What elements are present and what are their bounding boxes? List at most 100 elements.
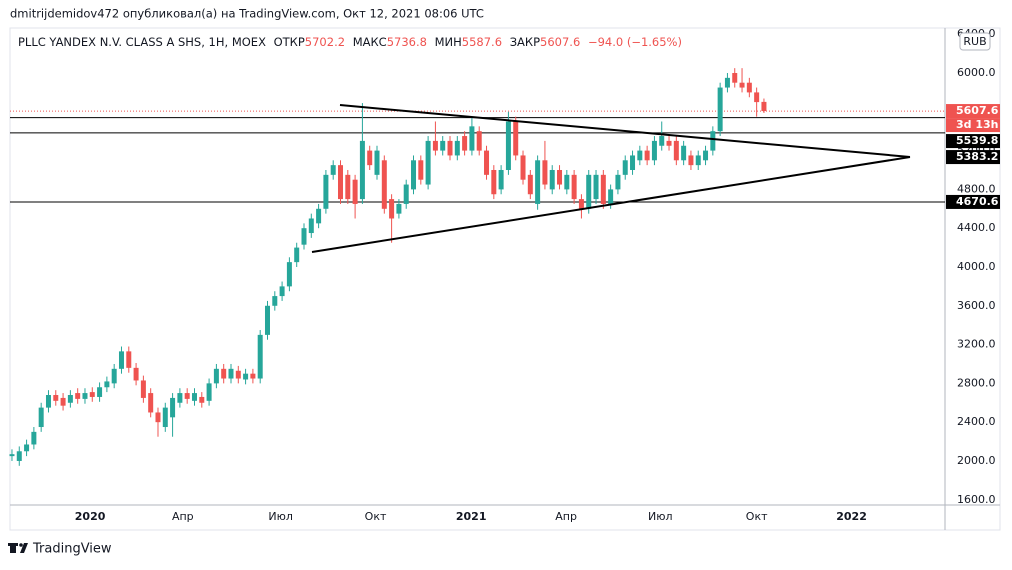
y-tick-label: 2800.0 bbox=[957, 376, 996, 389]
candle-body bbox=[418, 160, 424, 180]
candle-body bbox=[549, 169, 555, 190]
candle-body bbox=[272, 296, 278, 306]
candle-body bbox=[469, 126, 475, 151]
y-tick-label: 3200.0 bbox=[957, 338, 996, 351]
candle-body bbox=[396, 203, 402, 214]
candle-body bbox=[374, 150, 380, 175]
brand-logo bbox=[8, 543, 28, 553]
candle-body bbox=[60, 397, 66, 406]
high-label: МАКС bbox=[353, 35, 387, 49]
x-tick-label: Окт bbox=[746, 510, 768, 523]
close-label: ЗАКР bbox=[510, 35, 540, 49]
candle-body bbox=[476, 131, 482, 151]
candle-body bbox=[301, 228, 307, 245]
y-tick-label: 3600.0 bbox=[957, 299, 996, 312]
currency-box[interactable] bbox=[959, 32, 991, 51]
candle-body bbox=[505, 121, 511, 170]
candle-body bbox=[250, 373, 256, 379]
candle-body bbox=[308, 218, 314, 234]
line-price-tag: 5539.8 bbox=[956, 134, 998, 147]
low-label: МИН bbox=[435, 35, 462, 49]
candle-body bbox=[425, 140, 431, 185]
candle-body bbox=[316, 208, 322, 224]
candle-body bbox=[659, 136, 665, 146]
line-price-tag-bg bbox=[946, 194, 1000, 209]
candle-body bbox=[454, 140, 460, 156]
y-tick-label: 6000.0 bbox=[957, 66, 996, 79]
candle-body bbox=[447, 140, 453, 156]
candle-body bbox=[520, 155, 526, 180]
candle-body bbox=[294, 247, 300, 263]
candle-body bbox=[118, 351, 124, 369]
candle-body bbox=[148, 393, 154, 413]
candle-body bbox=[338, 165, 344, 200]
candle-body bbox=[213, 368, 219, 384]
candle-body bbox=[666, 140, 672, 146]
candle-body bbox=[381, 160, 387, 209]
candle-body bbox=[67, 395, 73, 403]
candle-body bbox=[739, 82, 745, 88]
x-tick-label: 2020 bbox=[75, 510, 106, 523]
candle-body bbox=[243, 373, 249, 380]
x-tick-label: 2022 bbox=[836, 510, 867, 523]
candle-body bbox=[89, 392, 95, 397]
candle-body bbox=[264, 305, 270, 335]
candle-body bbox=[651, 140, 657, 161]
candle-body bbox=[557, 169, 563, 185]
candle-body bbox=[754, 92, 760, 103]
candle-body bbox=[170, 397, 176, 418]
candle-body bbox=[593, 174, 599, 200]
candle-body bbox=[104, 381, 110, 388]
candle-body bbox=[352, 179, 358, 204]
candle-body bbox=[97, 387, 103, 397]
y-tick-label: 1600.0 bbox=[957, 493, 996, 506]
x-tick-label: Апр bbox=[555, 510, 577, 523]
candle-body bbox=[235, 370, 241, 379]
price-axis: 1600.0 2000.0 2400.0 2800.0 3200.0 3600.0 4000… bbox=[957, 27, 996, 506]
candle-body bbox=[279, 286, 285, 297]
candle-body bbox=[53, 395, 59, 401]
candle-body bbox=[367, 150, 373, 166]
candle-body bbox=[111, 368, 117, 384]
x-tick-label: Июл bbox=[268, 510, 293, 523]
candle-body bbox=[162, 407, 168, 428]
candle-body bbox=[133, 367, 139, 381]
open-label: ОТКР bbox=[274, 35, 305, 49]
candle-body bbox=[359, 140, 365, 200]
x-tick-label: Окт bbox=[365, 510, 387, 523]
candle-body bbox=[717, 87, 723, 132]
candle-body bbox=[82, 393, 88, 399]
legend: PLLC YANDEX N.V. CLASS A SHS, 1Н, MOEX О… bbox=[18, 35, 682, 49]
candle-body bbox=[440, 140, 446, 151]
y-tick-label: 2000.0 bbox=[957, 454, 996, 467]
logo-mark bbox=[10, 543, 16, 553]
candle-body bbox=[191, 393, 197, 401]
candle-body bbox=[221, 368, 227, 379]
candle-body bbox=[31, 431, 37, 445]
brand: TradingView bbox=[32, 542, 112, 557]
candle-body bbox=[600, 174, 606, 204]
candle-body bbox=[257, 334, 263, 379]
frame bbox=[9, 27, 1001, 531]
candle-body bbox=[462, 136, 468, 151]
candle-body bbox=[432, 140, 438, 151]
x-tick-label: Июл bbox=[648, 510, 673, 523]
candle-body bbox=[484, 150, 490, 175]
candle-body bbox=[724, 77, 730, 88]
candle-body bbox=[746, 82, 752, 93]
candle-body bbox=[9, 454, 15, 457]
candle-body bbox=[323, 174, 329, 209]
y-tick-label: 2400.0 bbox=[957, 415, 996, 428]
candle-body bbox=[24, 444, 30, 452]
candle-body bbox=[761, 101, 767, 112]
line-price-tag: 5383.2 bbox=[956, 150, 998, 163]
y-tick-label: 4800.0 bbox=[957, 182, 996, 195]
candle-body bbox=[155, 412, 161, 423]
line-price-tag-bg bbox=[946, 134, 1000, 149]
open-value: 5702.2 bbox=[305, 35, 345, 49]
candle-body bbox=[586, 174, 592, 209]
candle-body bbox=[542, 160, 548, 185]
y-tick-label: 4000.0 bbox=[957, 260, 996, 273]
